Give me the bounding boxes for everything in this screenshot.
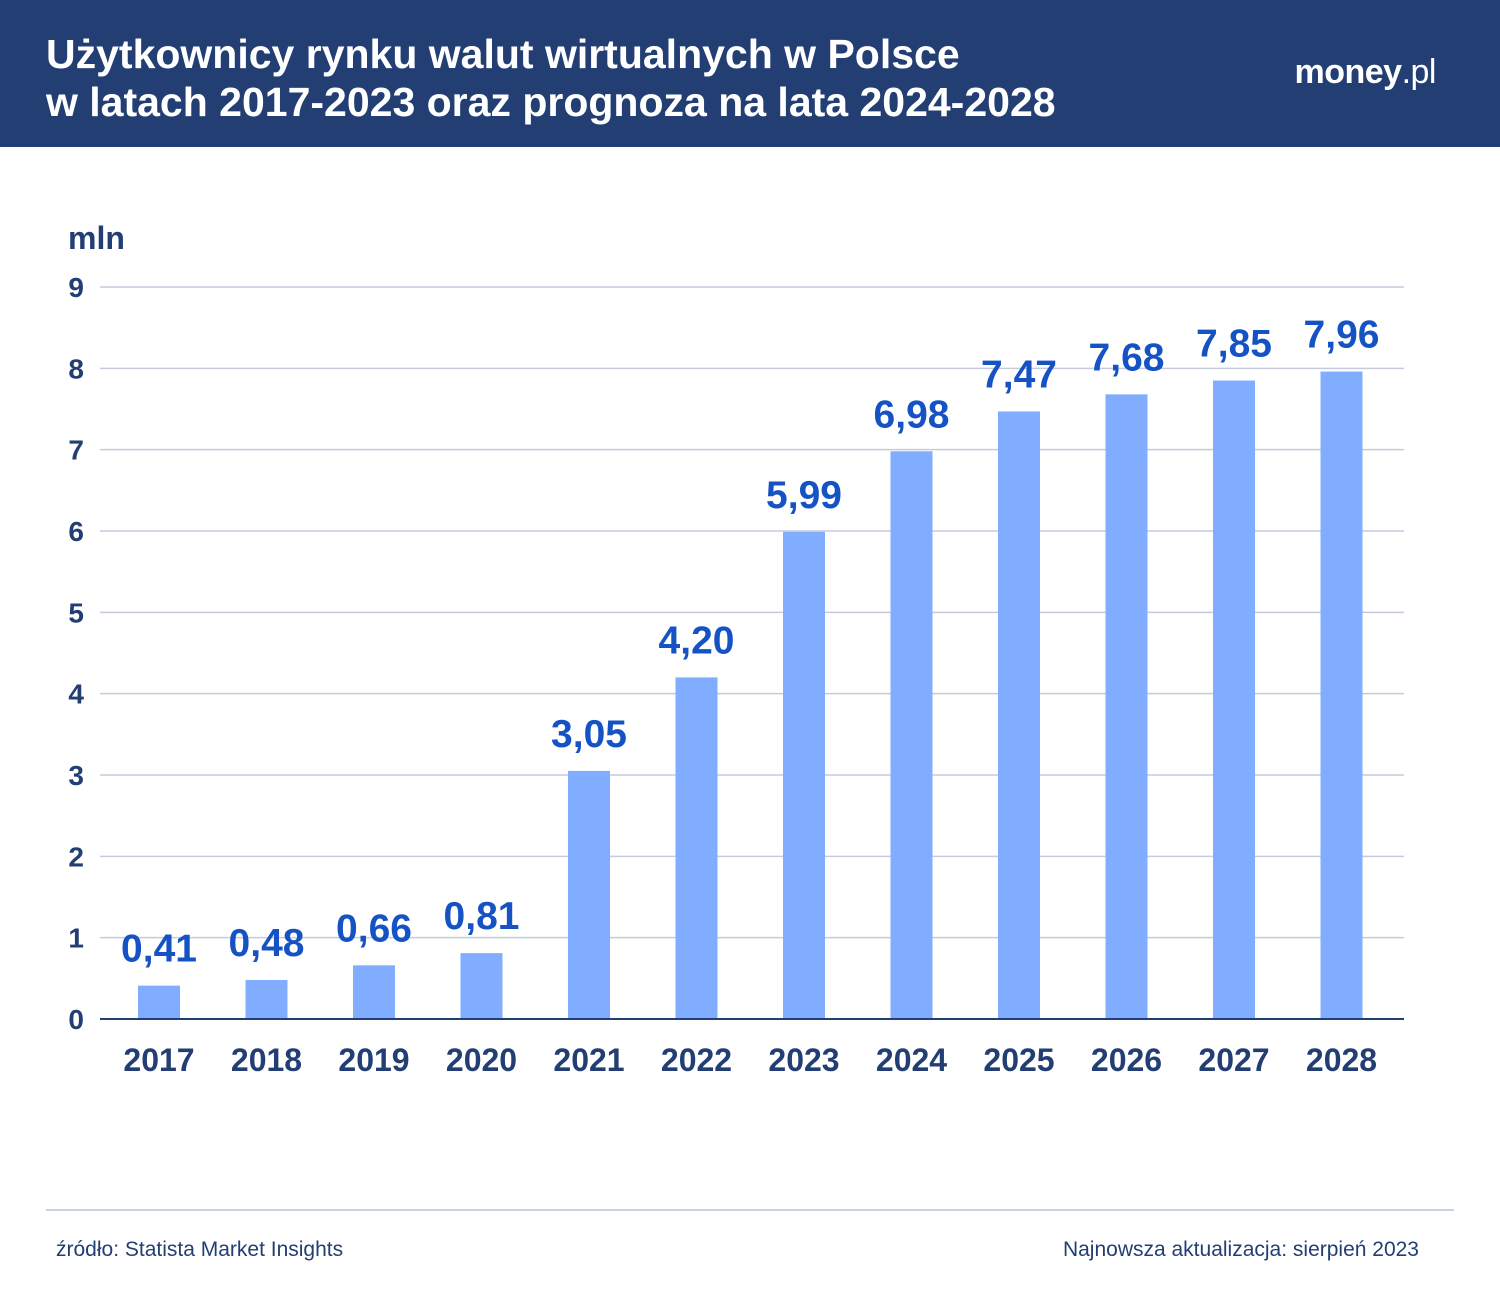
bar-2024 [890, 451, 933, 1019]
bar-value-labels: 0,41 0,48 0,66 0,81 3,05 4,20 5,99 6,98 7,47 7,68… [121, 314, 1379, 971]
bar-2021 [568, 770, 610, 1019]
money-pl-logo: money.pl [1294, 52, 1436, 92]
x-tick-label-2018: 2018 [231, 1042, 302, 1078]
y-axis-unit-label: mln [68, 220, 125, 256]
x-tick-label-2024: 2024 [876, 1042, 947, 1078]
y-tick-label: 9 [68, 272, 84, 303]
x-tick-label-2026: 2026 [1091, 1042, 1162, 1078]
bar-value-label-2018: 0,48 [229, 922, 305, 965]
x-tick-label-2020: 2020 [446, 1042, 517, 1078]
chart-title: Użytkownicy rynku walut wirtualnych w Po… [46, 30, 1056, 126]
x-tick-label-2025: 2025 [983, 1042, 1054, 1078]
bar-2023 [783, 531, 825, 1019]
bar-value-label-2025: 7,47 [981, 353, 1057, 396]
chart-title-line-2: w latach 2017-2023 oraz prognoza na lata… [46, 79, 1056, 125]
bar-2028 [1320, 371, 1363, 1019]
bar-2026 [1105, 394, 1148, 1019]
y-tick-label: 2 [68, 841, 84, 872]
bar-value-label-2017: 0,41 [121, 928, 197, 971]
bar-value-label-2022: 4,20 [659, 619, 735, 662]
bar-value-label-2027: 7,85 [1196, 323, 1272, 366]
bar-chart: 0,41 0,48 0,66 0,81 3,05 4,20 5,99 6,98 7,47 7,68… [68, 220, 1404, 1078]
y-tick-label: 1 [68, 923, 84, 954]
axes: mln 0 1 2 3 4 5 6 7 8 9 2017 2018 2019 2020 2021 2022 202… [68, 220, 1404, 1078]
y-tick-label: 0 [68, 1004, 84, 1035]
header-banner: Użytkownicy rynku walut wirtualnych w Po… [0, 0, 1500, 147]
y-tick-label: 4 [68, 679, 84, 710]
x-tick-label-2019: 2019 [338, 1042, 409, 1078]
y-tick-label: 3 [68, 760, 84, 791]
bar-value-label-2026: 7,68 [1089, 336, 1165, 379]
x-tick-label-2022: 2022 [661, 1042, 732, 1078]
x-tick-label-2028: 2028 [1306, 1042, 1377, 1078]
bar-2020 [460, 953, 503, 1019]
bar-value-label-2021: 3,05 [551, 713, 627, 756]
bar-2022 [675, 677, 718, 1019]
y-tick-label: 6 [68, 516, 84, 547]
x-tick-label-2027: 2027 [1198, 1042, 1269, 1078]
x-tick-label-2017: 2017 [123, 1042, 194, 1078]
bar-2017 [138, 985, 180, 1019]
bar-value-label-2024: 6,98 [874, 393, 950, 436]
bar-2027 [1213, 380, 1255, 1019]
bar-value-label-2020: 0,81 [444, 895, 520, 938]
grid-lines [100, 286, 1404, 939]
bar-value-label-2028: 7,96 [1304, 314, 1380, 357]
bar-2018 [245, 979, 288, 1019]
bar-value-label-2023: 5,99 [766, 474, 842, 517]
bar-value-label-2019: 0,66 [336, 907, 412, 950]
y-tick-label: 8 [68, 353, 84, 384]
update-note: Najnowsza aktualizacja: sierpień 2023 [1062, 1238, 1419, 1261]
chart-title-line-1: Użytkownicy rynku walut wirtualnych w Po… [46, 31, 960, 77]
logo-suffix-text: .pl [1401, 53, 1437, 91]
footer-divider [46, 1209, 1454, 1211]
logo-main-text: money [1294, 53, 1402, 91]
bar-2019 [353, 965, 395, 1019]
x-tick-label-2021: 2021 [553, 1042, 624, 1078]
bar-2025 [998, 411, 1040, 1019]
y-tick-label: 7 [68, 435, 84, 466]
bars [138, 371, 1363, 1019]
x-tick-label-2023: 2023 [768, 1042, 839, 1078]
y-tick-label: 5 [68, 597, 84, 628]
source-note: źródło: Statista Market Insights [56, 1238, 344, 1261]
